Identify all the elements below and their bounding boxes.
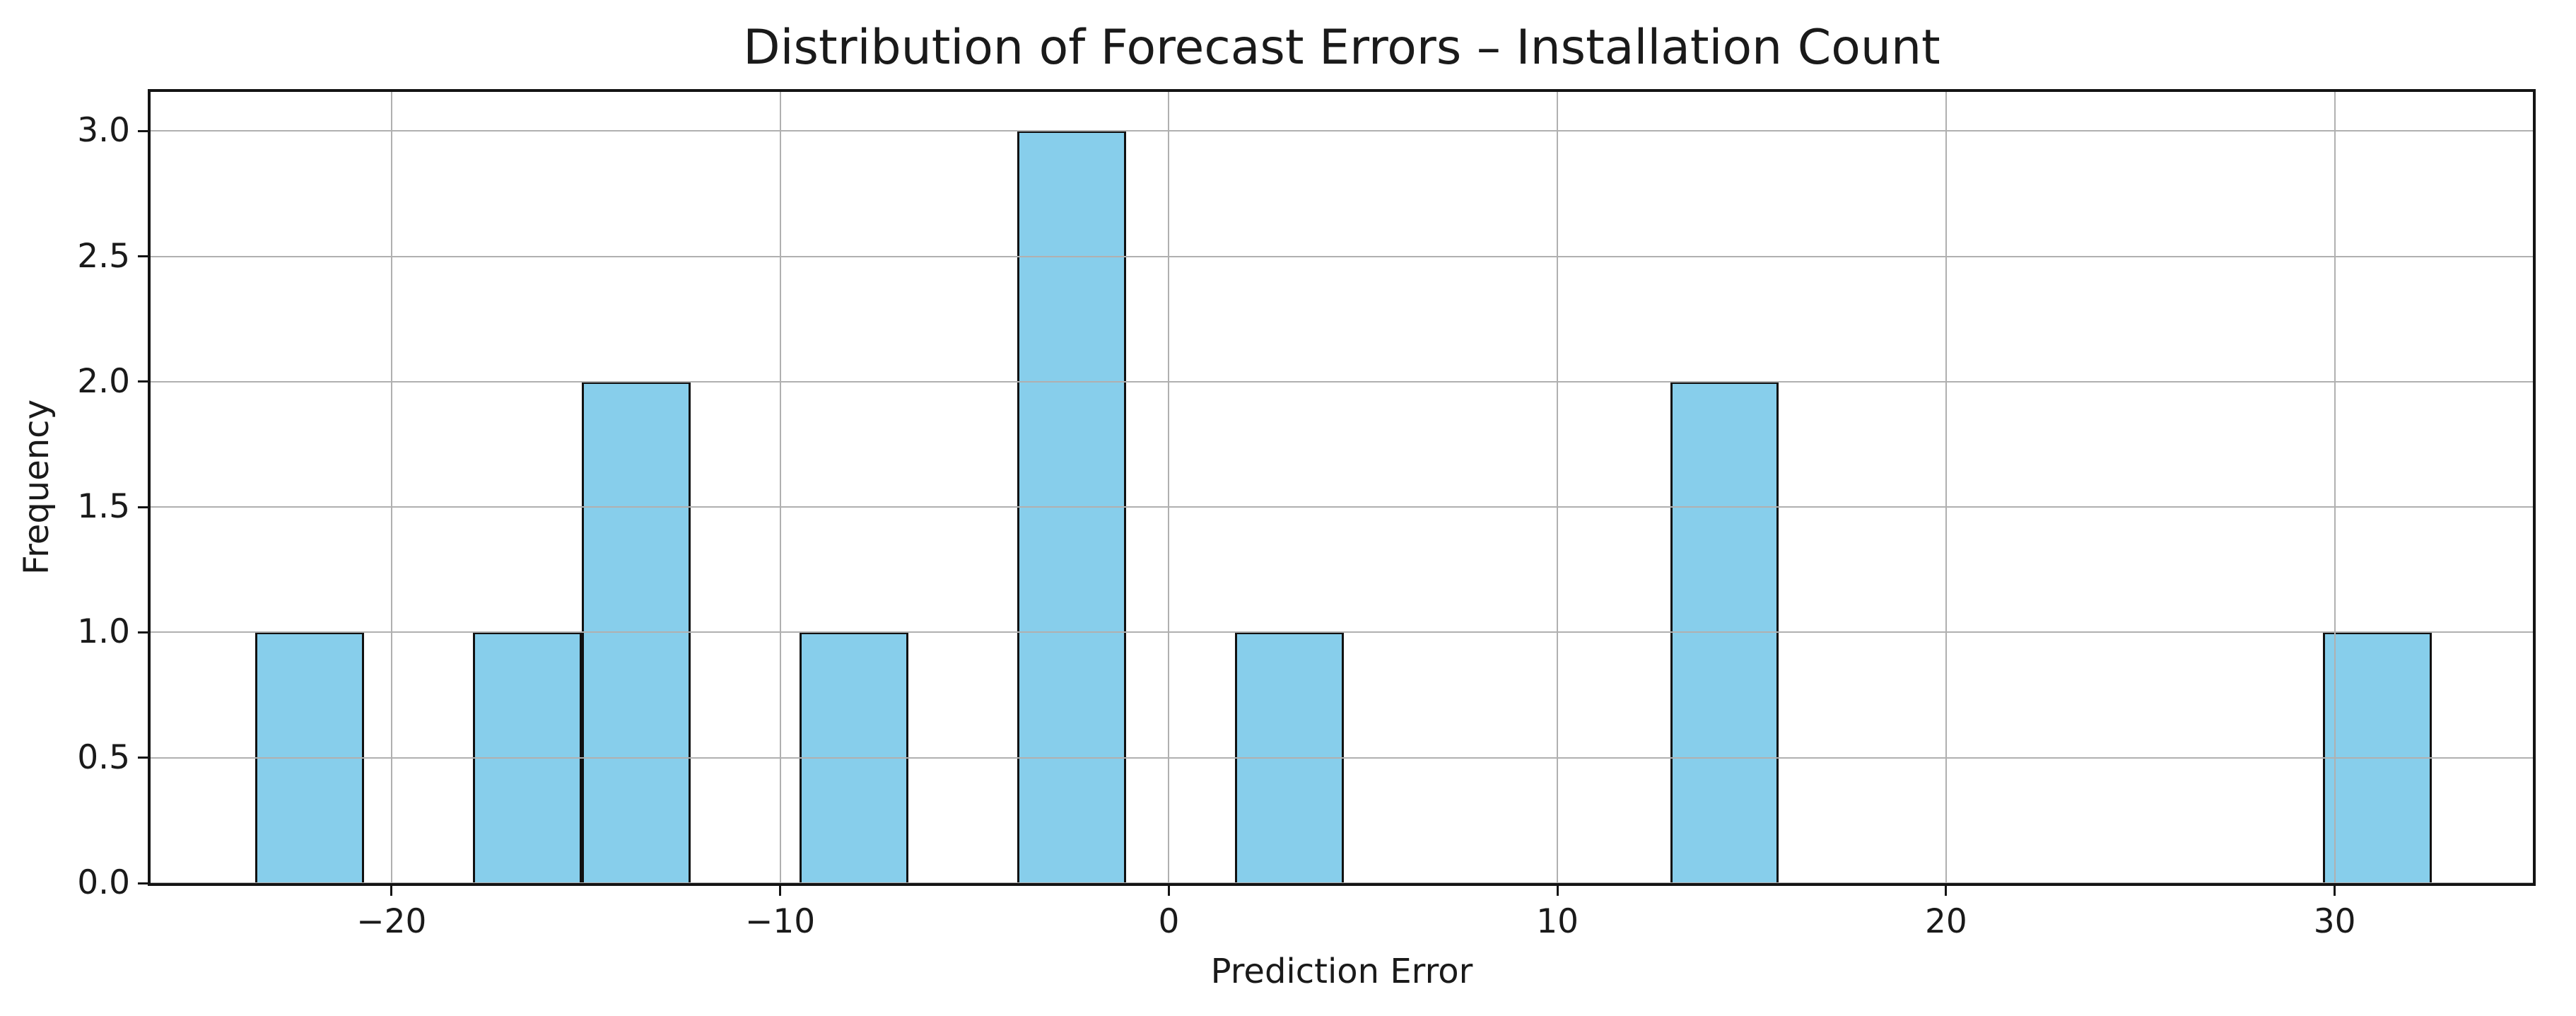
y-tick-label: 0.5 — [77, 737, 130, 777]
y-tick-label: 2.5 — [77, 236, 130, 276]
y-tick-label: 1.5 — [77, 487, 130, 527]
x-tick-label: −20 — [356, 902, 427, 941]
gridline-horizontal — [151, 380, 2533, 383]
gridline-horizontal — [151, 631, 2533, 633]
y-tick-mark — [138, 129, 149, 132]
x-tick-mark — [779, 884, 782, 896]
y-tick-mark — [138, 882, 149, 884]
gridline-vertical — [2334, 92, 2336, 883]
grid-layer — [151, 92, 2533, 884]
x-tick-label: 0 — [1158, 902, 1180, 941]
x-tick-label: 20 — [1924, 902, 1967, 941]
y-tick-label: 1.0 — [77, 612, 130, 652]
plot-area — [151, 92, 2533, 884]
x-tick-mark — [1945, 884, 1948, 896]
y-tick-label: 2.0 — [77, 361, 130, 401]
gridline-vertical — [1945, 92, 1947, 883]
y-tick-mark — [138, 631, 149, 633]
x-axis-label: Prediction Error — [1210, 952, 1473, 991]
gridline-horizontal — [151, 506, 2533, 508]
gridline-vertical — [1168, 92, 1170, 883]
y-tick-label: 0.0 — [77, 863, 130, 902]
gridline-horizontal — [151, 255, 2533, 257]
y-tick-mark — [138, 380, 149, 383]
x-tick-label: 30 — [2313, 902, 2356, 941]
gridline-horizontal — [151, 130, 2533, 132]
x-tick-label: 10 — [1536, 902, 1579, 941]
gridline-horizontal — [151, 757, 2533, 759]
y-tick-mark — [138, 255, 149, 258]
y-tick-mark — [138, 757, 149, 759]
gridline-vertical — [1557, 92, 1559, 883]
gridline-vertical — [390, 92, 392, 883]
x-tick-label: −10 — [745, 902, 816, 941]
y-tick-label: 3.0 — [77, 111, 130, 151]
x-tick-mark — [1167, 884, 1170, 896]
x-tick-mark — [1556, 884, 1559, 896]
gridline-horizontal — [151, 882, 2533, 884]
gridline-vertical — [779, 92, 781, 883]
x-tick-mark — [390, 884, 393, 896]
y-axis-label: Frequency — [17, 399, 57, 575]
y-tick-mark — [138, 506, 149, 508]
chart-title: Distribution of Forecast Errors – Instal… — [743, 20, 1940, 76]
x-tick-mark — [2334, 884, 2336, 896]
